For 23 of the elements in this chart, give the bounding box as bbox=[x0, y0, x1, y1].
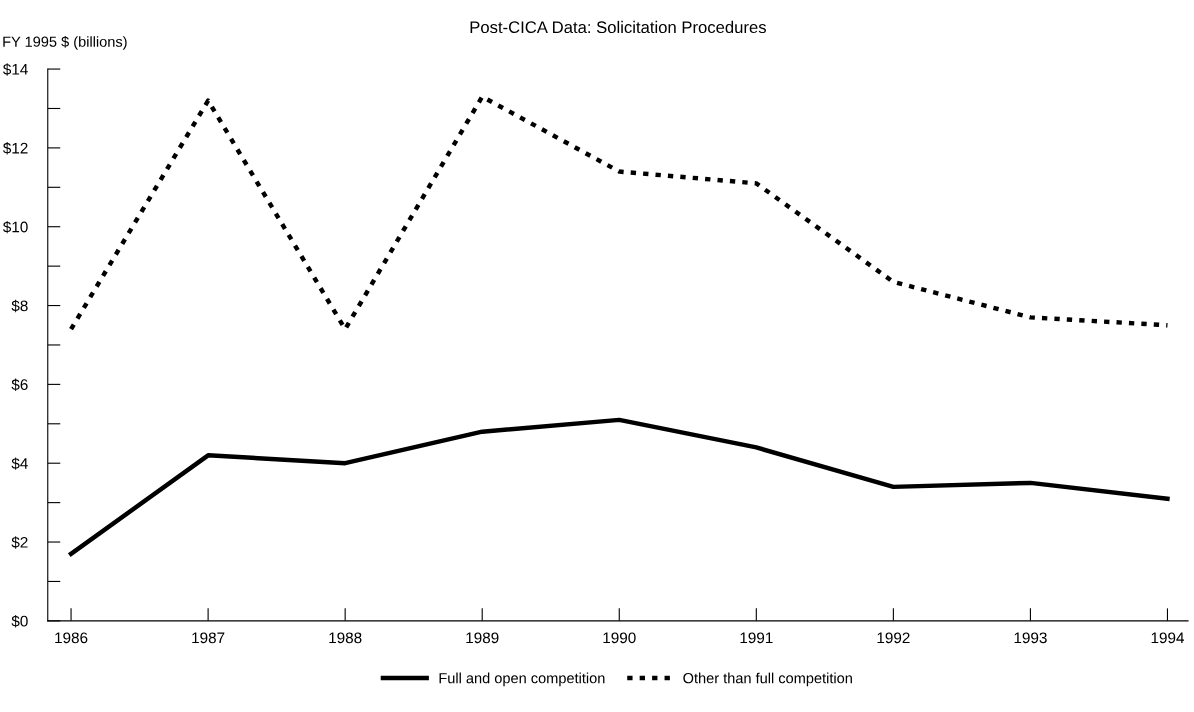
y-tick-label: $10 bbox=[2, 220, 28, 234]
line-series bbox=[68, 94, 1170, 332]
y-tick-label: $0 bbox=[11, 615, 28, 628]
y-axis-title: FY 1995 $ (billions) bbox=[3, 35, 127, 50]
x-tick-label: 1989 bbox=[466, 632, 499, 644]
y-tick-label: $2 bbox=[11, 536, 28, 549]
y-tick-label: $6 bbox=[11, 378, 28, 391]
legend-label: Full and open competition bbox=[439, 672, 605, 687]
x-tick-label: 1990 bbox=[603, 632, 636, 644]
y-tick-label: $8 bbox=[11, 299, 28, 313]
x-tick-label: 1992 bbox=[877, 632, 910, 644]
legend-label: Other than full competition bbox=[683, 672, 852, 687]
y-tick-label: $12 bbox=[2, 142, 28, 155]
x-tick-label: 1994 bbox=[1151, 632, 1185, 644]
x-tick-label: 1987 bbox=[192, 632, 225, 644]
y-tick-label: $4 bbox=[11, 457, 28, 470]
line-series bbox=[68, 417, 1170, 557]
chart-title: Post-CICA Data: Solicitation Procedures bbox=[470, 20, 766, 34]
x-tick-label: 1991 bbox=[740, 632, 773, 644]
x-tick-label: 1993 bbox=[1014, 632, 1047, 644]
y-tick-label: $14 bbox=[2, 63, 28, 76]
x-tick-label: 1986 bbox=[55, 632, 88, 644]
x-tick-label: 1988 bbox=[329, 632, 362, 644]
